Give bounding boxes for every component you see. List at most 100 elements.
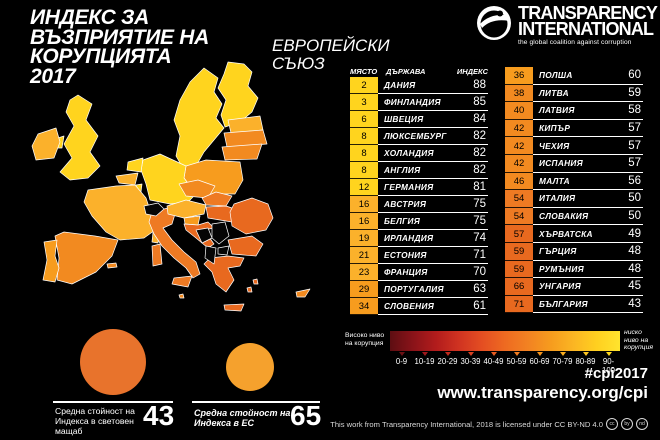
rank-cell: 36 xyxy=(505,67,533,85)
country-spain xyxy=(54,231,119,285)
country-greece xyxy=(203,255,245,293)
cpi-table-right: 36 ПОЛША 60 38 ЛИТВА 59 40 ЛАТВИЯ 58 42 КИПЪР 57 42 Ч… xyxy=(505,67,643,314)
country-name: ГЪРЦИЯ xyxy=(539,246,577,257)
index-value: 57 xyxy=(628,139,641,152)
index-value: 71 xyxy=(473,249,486,261)
title-line: ИНДЕКС ЗА xyxy=(30,6,150,29)
legend-tick: 30-39 xyxy=(459,352,482,375)
country-name: КИПЪР xyxy=(539,123,571,134)
legend-notch-icon xyxy=(605,352,612,356)
rank-cell: 29 xyxy=(350,281,378,298)
country-belgium xyxy=(115,172,139,186)
title-line: КОРУПЦИЯТА xyxy=(30,45,172,68)
index-value: 85 xyxy=(473,96,486,108)
hashtag: #cpi2017 xyxy=(584,365,648,382)
table-row: 71 БЪЛГАРИЯ 43 xyxy=(505,295,643,314)
table-row: 42 КИПЪР 57 xyxy=(505,119,643,138)
cpi-table-left: МЯСТО ДЪРЖАВА ИНДЕКС 2 ДАНИЯ 88 3 ФИНЛАНДИЯ 8… xyxy=(350,65,488,315)
cc-icon: cc xyxy=(606,418,618,430)
country-slovakia xyxy=(201,191,233,207)
divider xyxy=(53,401,173,403)
country-name: ЛЮКСЕМБУРГ xyxy=(384,131,447,141)
table-row: 8 ЛЮКСЕМБУРГ 82 xyxy=(350,128,488,145)
table-row: 66 УНГАРИЯ 45 xyxy=(505,278,643,296)
country-cyprus xyxy=(295,288,311,298)
rank-cell: 19 xyxy=(350,230,378,247)
legend-notch-icon xyxy=(536,352,543,356)
table-row: 2 ДАНИЯ 88 xyxy=(350,77,488,94)
logo-name-line1: TRANSPARENCY xyxy=(518,3,658,23)
rank-cell: 42 xyxy=(505,137,533,155)
index-value: 82 xyxy=(473,130,486,142)
legend-tick: 40-49 xyxy=(482,352,505,375)
country-name: СЛОВАКИЯ xyxy=(539,211,589,222)
index-value: 57 xyxy=(628,122,641,135)
legend-tick-labels: 0-9 10-19 20-29 30-39 40-49 50-59 60-69 70-79 80… xyxy=(390,352,620,375)
index-value: 75 xyxy=(473,198,486,210)
legend-notch-icon xyxy=(559,352,566,356)
table-row: 57 ХЪРВАТСКА 49 xyxy=(505,225,643,243)
nd-icon: nd xyxy=(636,418,648,430)
rank-cell: 12 xyxy=(350,179,378,196)
country-name: ХОЛАНДИЯ xyxy=(384,148,434,158)
country-aegean-island xyxy=(252,278,259,285)
region-subtitle: ЕВРОПЕЙСКИ СЪЮЗ xyxy=(272,37,390,73)
country-name: РУМЪНИЯ xyxy=(539,263,584,274)
website-link[interactable]: www.transparency.org/cpi xyxy=(437,383,648,402)
country-balearic xyxy=(106,262,118,269)
rank-cell: 16 xyxy=(350,213,378,230)
world-average-label: Средна стойност на Индекса в световен ма… xyxy=(55,406,135,436)
table-row: 29 ПОРТУГАЛИЯ 63 xyxy=(350,281,488,298)
country-name: ФРАНЦИЯ xyxy=(384,267,428,277)
index-value: 43 xyxy=(628,298,641,311)
table-header: МЯСТО ДЪРЖАВА ИНДЕКС xyxy=(350,65,488,77)
index-value: 56 xyxy=(628,174,641,187)
rank-cell: 6 xyxy=(350,111,378,128)
legend-tick: 10-19 xyxy=(413,352,436,375)
table-row: 40 ЛАТВИЯ 58 xyxy=(505,102,643,120)
legend-notch-icon xyxy=(582,352,589,356)
index-value: 49 xyxy=(628,227,641,240)
country-macedonia-noneu xyxy=(217,245,230,256)
legend-gradient-bar xyxy=(390,331,620,351)
country-name: ГЕРМАНИЯ xyxy=(384,182,434,192)
logo-tagline: the global coalition against corruption xyxy=(518,39,632,46)
country-name: МАЛТА xyxy=(539,175,570,186)
world-average-circle xyxy=(80,329,146,395)
legend-notch-icon xyxy=(444,352,451,356)
table-row: 36 ПОЛША 60 xyxy=(505,67,643,85)
table-row: 3 ФИНЛАНДИЯ 85 xyxy=(350,94,488,111)
country-name: ЛАТВИЯ xyxy=(539,105,575,116)
logo-text: TRANSPARENCY INTERNATIONAL the global co… xyxy=(518,3,658,46)
index-value: 82 xyxy=(473,164,486,176)
legend-high-corruption-label: Високо ниво на корупция xyxy=(345,332,385,347)
legend-tick: 50-59 xyxy=(505,352,528,375)
country-sardinia xyxy=(151,243,163,267)
rank-cell: 21 xyxy=(350,247,378,264)
country-name: ХЪРВАТСКА xyxy=(539,228,593,239)
subtitle-line: ЕВРОПЕЙСКИ xyxy=(272,36,390,55)
header-country: ДЪРЖАВА xyxy=(386,66,426,76)
rank-cell: 46 xyxy=(505,172,533,191)
rank-cell: 2 xyxy=(350,77,378,94)
country-name: ДАНИЯ xyxy=(384,80,416,90)
title-line: 2017 xyxy=(30,64,76,88)
license-note: This work from Transparency Internationa… xyxy=(330,418,648,430)
country-name: ФИНЛАНДИЯ xyxy=(384,97,441,107)
country-name: ПОЛША xyxy=(539,70,573,81)
table-row: 38 ЛИТВА 59 xyxy=(505,84,643,103)
index-value: 70 xyxy=(473,266,486,278)
country-name: БЪЛГАРИЯ xyxy=(539,299,588,310)
country-latvia xyxy=(223,129,268,148)
transparency-international-logo: TRANSPARENCY INTERNATIONAL the global co… xyxy=(476,3,658,46)
table-row: 59 ГЪРЦИЯ 48 xyxy=(505,242,643,261)
eu-average-circle xyxy=(226,343,274,391)
table-row: 6 ШВЕЦИЯ 84 xyxy=(350,111,488,128)
rank-cell: 16 xyxy=(350,196,378,213)
eu-average-label: Средна стойност на Индекса в ЕС xyxy=(194,408,291,428)
table-row: 12 ГЕРМАНИЯ 81 xyxy=(350,179,488,196)
legend-low-corruption-label: ниско ниво на корупция xyxy=(624,329,653,352)
ti-emblem-icon xyxy=(477,6,511,40)
table-row: 23 ФРАНЦИЯ 70 xyxy=(350,264,488,281)
index-value: 74 xyxy=(473,232,486,244)
